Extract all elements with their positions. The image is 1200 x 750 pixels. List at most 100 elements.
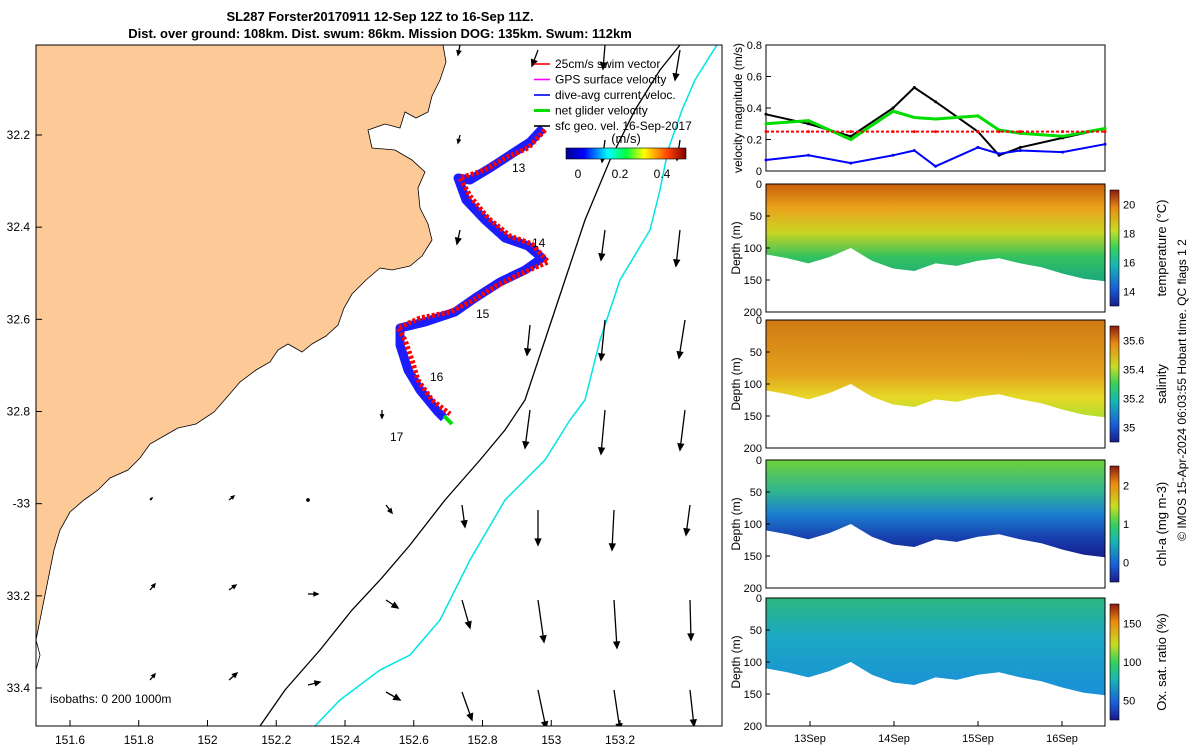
current-arrow	[379, 410, 385, 420]
section-data-field	[766, 184, 1105, 282]
velocity-panel: 0 0.2 0.4 0.6 0.8 velocity magnitude (m/s)	[731, 40, 1107, 178]
section-colorbar-label: chl-a (mg m-3)	[1154, 482, 1169, 567]
map-xtick-label: 152.2	[261, 733, 291, 747]
section-colorbar-tick: 0	[1123, 558, 1129, 570]
current-arrow	[599, 45, 608, 71]
current-arrow	[307, 680, 322, 687]
current-arrow	[673, 229, 681, 268]
current-arrow	[385, 691, 402, 701]
map-ytick-label: 32.8	[7, 405, 31, 419]
velocity-point	[934, 100, 937, 104]
current-arrow	[689, 689, 697, 726]
section-ylabel: Depth (m)	[729, 357, 743, 410]
legend-entry: net glider velocity	[555, 104, 648, 118]
section-colorbar-label: temperature (°C)	[1154, 200, 1169, 297]
isobaths-label: isobaths: 0 200 1000m	[50, 692, 171, 706]
current-arrow	[308, 591, 320, 597]
current-arrow	[228, 671, 239, 681]
velocity-point	[806, 122, 810, 126]
section-ylabel: Depth (m)	[729, 497, 743, 550]
section-colorbar-tick: 35	[1123, 423, 1135, 435]
velocity-point	[849, 134, 853, 138]
map-colorbar-tick: 0.2	[612, 167, 629, 181]
velocity-point	[849, 138, 853, 141]
section-colorbar-tick: 35.4	[1123, 365, 1144, 377]
current-arrow	[534, 510, 542, 547]
current-arrow	[385, 504, 393, 515]
section-colorbar-tick: 14	[1123, 287, 1135, 299]
section-colorbar-tick: 20	[1123, 200, 1135, 212]
section-data-field	[766, 460, 1105, 558]
track-day-label: 16	[430, 370, 444, 384]
section-ylabel: Depth (m)	[729, 635, 743, 688]
isobath-1000m	[314, 45, 718, 726]
section-ytick-label: 50	[750, 625, 762, 637]
velocity-point	[764, 112, 768, 116]
section-panel: 0 50 100 150 200 Depth (m) 0 1 2 chl-a (mg m-3)	[729, 455, 1169, 595]
map-ytick-label: -33	[13, 497, 31, 511]
section-ytick-label: 150	[744, 411, 762, 423]
section-panel: 0 50 100 150 200 Depth (m) 50 100 150 Ox. sat. ra…	[729, 593, 1169, 733]
map-ytick-label: 33.4	[7, 681, 31, 695]
velocity-point	[764, 130, 768, 134]
velocity-point	[1018, 130, 1022, 134]
legend-entry: sfc geo. vel. 16-Sep-2017	[555, 119, 692, 133]
map-panel: 13 14 15 16 17 151.6 151.8 152 152.2 152.4 152.6 1…	[7, 44, 723, 747]
velocity-point	[764, 122, 768, 126]
current-arrow	[537, 599, 547, 644]
velocity-point	[976, 114, 980, 118]
land-mass	[36, 45, 447, 641]
section-colorbar-tick: 18	[1123, 229, 1135, 241]
current-arrow	[456, 45, 462, 57]
map-xtick-label: 153	[541, 733, 561, 747]
map-ytick-label: 32.6	[7, 312, 31, 326]
map-xtick-label: 151.8	[124, 733, 154, 747]
chart-title-line1: SL287 Forster20170911 12-Sep 12Z to 16-S…	[226, 9, 534, 24]
map-xtick-label: 152	[197, 733, 217, 747]
map-xtick-label: 152.8	[467, 733, 497, 747]
section-ytick-label: 50	[750, 487, 762, 499]
section-panel: 0 50 100 150 200 Depth (m) 14 16 18 20 temperature…	[729, 179, 1169, 319]
section-ytick-label: 50	[750, 211, 762, 223]
section-colorbar-tick: 50	[1123, 696, 1135, 708]
velocity-point	[1018, 145, 1022, 149]
current-arrow	[461, 599, 472, 630]
chart-title-line2: Dist. over ground: 108km. Dist. swum: 86…	[128, 26, 632, 41]
velocity-ylabel: velocity magnitude (m/s)	[731, 43, 745, 173]
current-arrow	[683, 504, 691, 537]
current-arrow	[677, 409, 686, 452]
velocity-point	[1103, 142, 1107, 146]
current-arrow	[228, 495, 236, 501]
current-arrow	[523, 324, 532, 357]
current-arrow	[522, 409, 531, 450]
velocity-point	[1103, 130, 1107, 134]
section-ytick-label: 100	[744, 243, 762, 255]
current-arrow	[598, 229, 606, 262]
velocity-point	[976, 145, 980, 149]
velocity-point	[806, 119, 810, 123]
velocity-point	[934, 117, 937, 121]
velocity-point	[764, 158, 768, 162]
current-arrow	[537, 689, 549, 726]
map-colorbar	[565, 147, 687, 160]
time-tick-label: 15Sep	[962, 733, 994, 745]
section-ytick-label: 150	[744, 551, 762, 563]
track-day-label: 13	[512, 161, 526, 175]
vel-ytick-label: 0	[756, 166, 762, 178]
section-data-field	[766, 320, 1105, 418]
current-arrow	[149, 672, 157, 681]
velocity-point	[934, 130, 937, 134]
track-day-label: 17	[390, 430, 404, 444]
velocity-point	[912, 149, 916, 152]
credit-text: © IMOS 15-Apr-2024 06:03:55 Hobart time.…	[1175, 239, 1189, 541]
current-arrow	[676, 319, 686, 360]
section-ytick-label: 0	[756, 315, 762, 327]
map-ytick-label: 32.4	[7, 220, 31, 234]
section-colorbar	[1109, 189, 1120, 307]
vel-ytick-label: 0.6	[747, 72, 762, 84]
section-ytick-label: 200	[744, 721, 762, 733]
section-panel: 0 50 100 150 200 Depth (m) 35 35.2 35.4 35.6 salin…	[729, 315, 1169, 455]
map-ytick-label: 32.2	[7, 128, 31, 142]
current-arrow	[385, 599, 400, 609]
